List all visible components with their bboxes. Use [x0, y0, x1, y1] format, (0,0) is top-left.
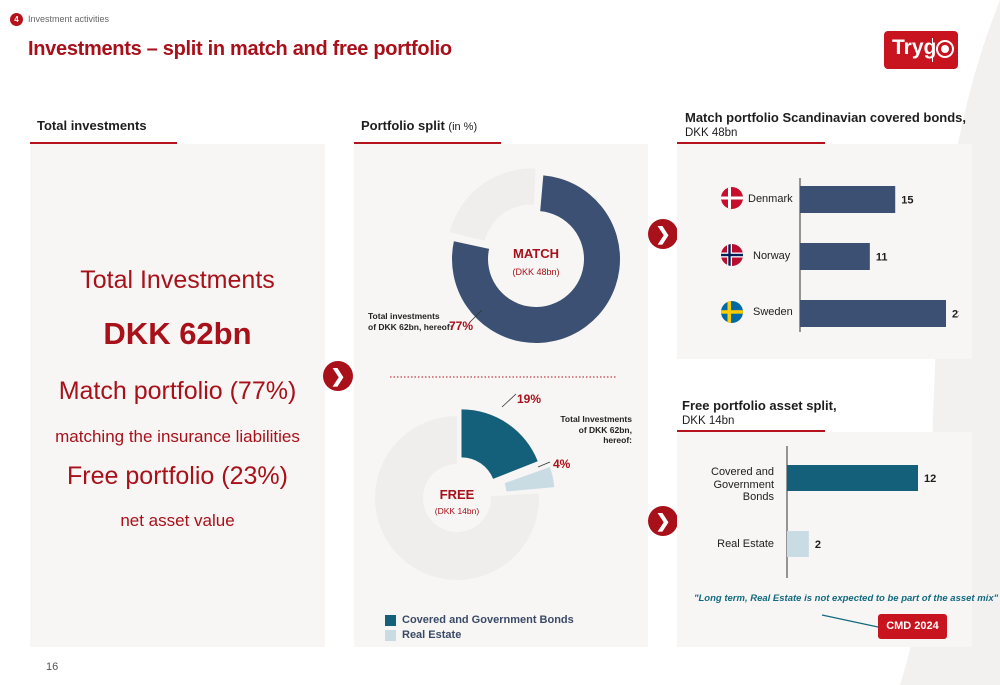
- match-portfolio-share: Match portfolio (77%): [58, 377, 297, 405]
- free-donut-chart: [375, 409, 555, 580]
- real-estate-quote: "Long term, Real Estate is not expected …: [694, 593, 999, 604]
- tryg-logo: Tryg: [884, 31, 958, 69]
- section-label: Investment activities: [28, 14, 110, 24]
- match-bonds-bar-chart: 15 11 23: [799, 178, 959, 332]
- total-investments-heading: Total investments: [37, 118, 147, 133]
- match-pct-leader-line: [469, 309, 483, 323]
- legend-label-bonds: Covered and Government Bonds: [402, 614, 574, 626]
- match-pct-label: 77%: [449, 319, 474, 333]
- real-estate-pct-label: 4%: [553, 457, 571, 471]
- legend-swatch-bonds: [385, 615, 396, 626]
- match-donut-sublabel: (DKK 48bn): [512, 267, 560, 277]
- free-portfolio-share: Free portfolio (23%): [67, 462, 288, 490]
- legend-swatch-real-estate: [385, 630, 396, 641]
- norway-flag-icon: [721, 244, 743, 266]
- page-number: 16: [46, 661, 59, 673]
- match-portfolio-description: matching the insurance liabilities: [55, 427, 300, 446]
- real-estate-slice: [504, 467, 555, 492]
- match-remainder-slice: [375, 416, 539, 580]
- bar-sweden: [800, 300, 946, 327]
- page-title: Investments – split in match and free po…: [28, 38, 452, 60]
- logo-ring-icon: [936, 40, 954, 58]
- free-donut-sublabel: (DKK 14bn): [434, 506, 480, 516]
- portfolio-split-underline: [354, 142, 501, 144]
- portfolio-donut-charts: [375, 168, 620, 580]
- match-bonds-subheading: DKK 48bn: [685, 127, 738, 139]
- sweden-flag-icon: [721, 301, 743, 323]
- free-portfolio-description: net asset value: [120, 511, 235, 530]
- bar-value-label: 15: [901, 195, 913, 207]
- bar-value-label: 12: [924, 473, 936, 485]
- free-split-bar-chart: 12 2: [786, 446, 936, 578]
- bar-label-norway: Norway: [753, 250, 791, 262]
- bar-value-label: 2: [815, 539, 821, 551]
- bonds-pct-leader-line: [501, 393, 517, 408]
- total-investments-underline: [30, 142, 177, 144]
- cmd-2024-badge: CMD 2024: [878, 614, 947, 639]
- match-note-line1: Total investments: [368, 311, 440, 321]
- match-bonds-heading: Match portfolio Scandinavian covered bon…: [685, 110, 966, 125]
- bar-label-bonds-line1: Covered and: [711, 466, 774, 478]
- bonds-pct-label: 19%: [517, 392, 542, 406]
- match-arrow-button[interactable]: ❯: [648, 219, 678, 249]
- total-investments-value: DKK 62bn: [103, 316, 252, 351]
- logo-text: Tryg: [892, 36, 937, 59]
- next-arrow-button[interactable]: ❯: [323, 361, 353, 391]
- bar-value-label: 11: [876, 252, 888, 264]
- legend-label-real-estate: Real Estate: [402, 629, 462, 641]
- free-donut-label: FREE: [439, 487, 475, 502]
- match-donut-chart: [449, 168, 620, 343]
- match-donut-label: MATCH: [513, 246, 559, 261]
- bar-denmark: [800, 186, 896, 213]
- bar-covered-and-government-bonds: [787, 465, 918, 491]
- real-estate-pct-leader-line: [537, 461, 551, 468]
- free-remainder-slice: [449, 168, 536, 241]
- bar-label-bonds-line2: Government Bonds: [713, 479, 774, 503]
- free-split-subheading: DKK 14bn: [682, 415, 735, 427]
- bar-label-real-estate: Real Estate: [717, 538, 774, 550]
- bar-label-sweden: Sweden: [753, 306, 793, 318]
- denmark-flag-icon: [721, 187, 743, 209]
- total-investments-panel: [30, 144, 325, 647]
- match-bonds-underline: [677, 142, 825, 144]
- bar-label-denmark: Denmark: [748, 193, 793, 205]
- section-number-badge: 4: [10, 13, 23, 26]
- free-split-underline: [677, 430, 825, 432]
- portfolio-split-title: Portfolio split: [361, 118, 445, 133]
- free-note-line1: Total Investments: [560, 414, 632, 424]
- bar-norway: [800, 243, 870, 270]
- free-arrow-button[interactable]: ❯: [648, 506, 678, 536]
- free-split-heading: Free portfolio asset split,: [682, 398, 837, 413]
- bar-value-label: 23: [952, 309, 959, 321]
- total-investments-label: Total Investments: [80, 266, 275, 294]
- match-slice: [452, 175, 620, 343]
- free-note-line2: of DKK 62bn, hereof:: [578, 425, 632, 445]
- portfolio-split-heading: Portfolio split (in %): [361, 118, 477, 133]
- portfolio-split-unit: (in %): [448, 121, 478, 133]
- bar-real-estate: [787, 531, 809, 557]
- match-note-line2: of DKK 62bn, hereof:: [368, 322, 453, 332]
- bonds-slice: [461, 409, 538, 479]
- logo-separator: [932, 38, 933, 62]
- quote-connector: [821, 614, 879, 628]
